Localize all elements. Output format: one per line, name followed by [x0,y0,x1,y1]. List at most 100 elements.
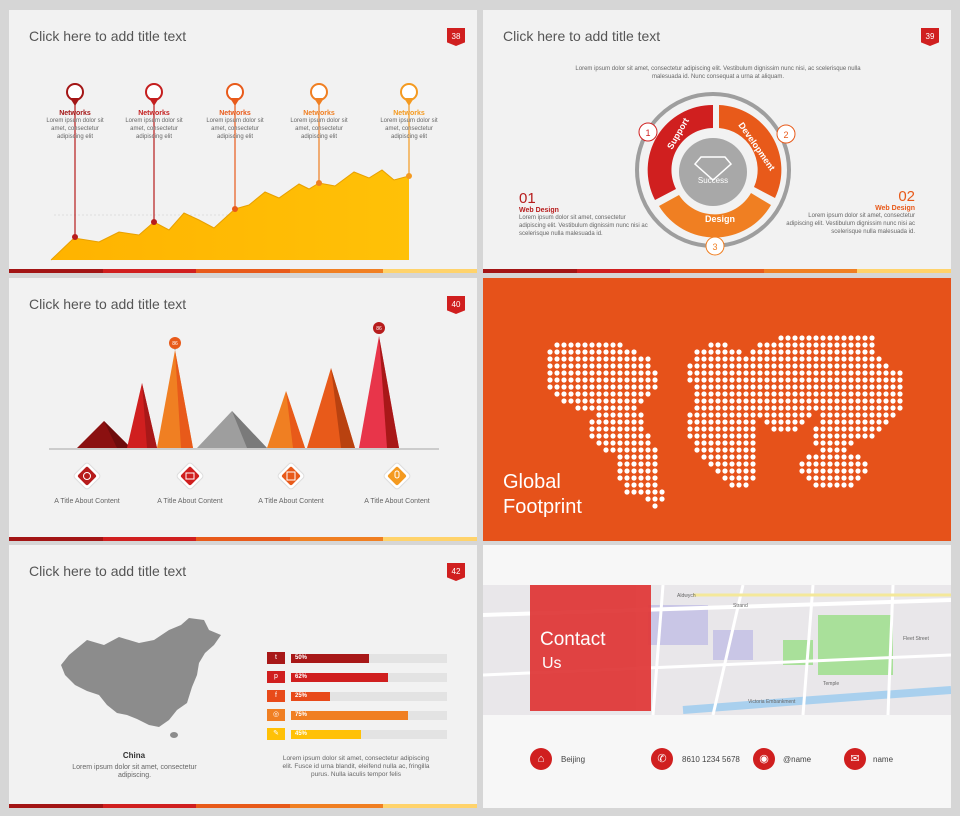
pinterest-icon[interactable]: p [267,671,285,683]
map-dot [736,349,742,355]
map-dot [554,370,560,376]
slide-39[interactable]: Click here to add title text 39 Lorem ip… [483,10,951,273]
map-dot [778,377,784,383]
slide-40[interactable]: Click here to add title text 40 86 86 A … [9,278,477,541]
color-stripe [9,537,477,541]
map-dot [869,377,875,383]
map-dot [617,440,623,446]
bar-track: 50% [291,654,447,663]
slide-title[interactable]: Click here to add title text [503,28,661,44]
slide-title[interactable]: Click here to add title text [29,296,187,312]
section-number: 01 [519,190,536,207]
map-dot [820,384,826,390]
home-icon[interactable]: ⌂ [530,748,552,770]
map-dot [750,412,756,418]
map-dot [589,433,595,439]
map-dot [589,426,595,432]
map-dot [694,412,700,418]
map-dot [827,370,833,376]
map-dot [883,377,889,383]
map-dot [708,377,714,383]
map-dot [813,356,819,362]
map-dot [596,384,602,390]
map-dot [834,440,840,446]
marker-label: Networks Lorem ipsum dolor sit amet, con… [289,110,349,141]
map-dot [554,363,560,369]
map-dot [617,342,623,348]
map-dot [631,377,637,383]
map-dot [701,426,707,432]
weibo-icon[interactable]: ◉ [753,748,775,770]
map-dot [834,475,840,481]
map-dot [736,426,742,432]
map-dot [694,419,700,425]
map-dot [645,356,651,362]
slide-42[interactable]: Click here to add title text 42 China Lo… [9,545,477,808]
map-dot [883,419,889,425]
map-dot [820,342,826,348]
map-dot [736,384,742,390]
map-dot [729,384,735,390]
slide-title[interactable]: Click here to add title text [29,28,187,44]
right-block: 02 Web Design Lorem ipsum dolor sit amet… [785,188,915,236]
map-dot [834,370,840,376]
map-dot [582,391,588,397]
slide-heading[interactable]: Global Footprint [503,470,582,520]
map-dot [799,461,805,467]
map-dot [638,468,644,474]
map-dot [715,370,721,376]
map-dot [799,335,805,341]
map-dot [792,384,798,390]
map-dot [624,419,630,425]
map-dot [645,440,651,446]
map-dot [645,370,651,376]
phone-icon[interactable]: ✆ [651,748,673,770]
marker-title: Networks [393,110,425,117]
map-dot [722,342,728,348]
map-dot [750,405,756,411]
map-dot [708,356,714,362]
map-dot [687,377,693,383]
svg-text:2: 2 [783,130,788,140]
marker-title: Networks [219,110,251,117]
map-dot [687,433,693,439]
map-dot [645,468,651,474]
map-dot [813,377,819,383]
map-dot [820,482,826,488]
map-dot [827,377,833,383]
map-dot [582,363,588,369]
dribbble-icon[interactable]: ◎ [267,709,285,721]
map-dot [638,391,644,397]
twitter-icon[interactable]: t [267,652,285,664]
map-dot [778,335,784,341]
map-dot [617,377,623,383]
map-dot [834,377,840,383]
map-dot [638,412,644,418]
map-dot [722,370,728,376]
map-dot [575,391,581,397]
map-dot [589,370,595,376]
map-dot [806,468,812,474]
pencil-icon[interactable]: ✎ [267,728,285,740]
map-dot [638,489,644,495]
facebook-icon[interactable]: f [267,690,285,702]
slide-title[interactable]: Click here to add title text [29,563,187,579]
wechat-icon[interactable]: ✉ [844,748,866,770]
map-dot [778,356,784,362]
map-pin-icon [145,83,163,106]
slide-global-footprint[interactable]: Global Footprint [483,278,951,541]
map-dot [729,475,735,481]
map-dot [778,398,784,404]
svg-text:Victoria Embankment: Victoria Embankment [748,699,796,705]
slide-contact[interactable]: Aldwych Strand Temple Victoria Embankmen… [483,545,951,808]
map-dot [596,370,602,376]
map-dot [813,342,819,348]
slide-38[interactable]: Click here to add title text 38 Networks… [9,10,477,273]
map-dot [687,363,693,369]
map-dot [764,349,770,355]
map-dot [701,447,707,453]
map-dot [876,412,882,418]
map-dot [862,384,868,390]
map-dot [561,363,567,369]
map-dot [834,405,840,411]
